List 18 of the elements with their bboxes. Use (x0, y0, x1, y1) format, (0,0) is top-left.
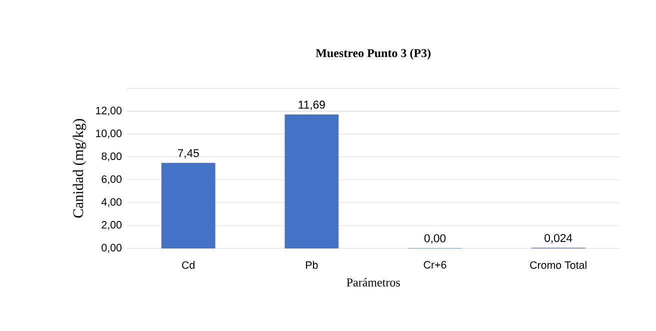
y-tick-label: 12,00 (96, 106, 122, 116)
y-axis-title: Canidad (mg/kg) (72, 119, 86, 218)
data-label: 7,45 (178, 149, 199, 158)
x-tick-label: Cr+6 (424, 261, 446, 269)
y-tick-label: 8,00 (102, 152, 122, 162)
x-axis-title: Parámetros (346, 278, 400, 286)
data-label: 0,00 (424, 234, 446, 244)
y-tick-label: 0,00 (102, 244, 122, 253)
y-tick-label: 4,00 (101, 198, 122, 208)
x-tick-label: Cd (182, 261, 194, 269)
data-label: 0,024 (544, 234, 572, 244)
chart-title: Muestreo Punto 3 (P3) (316, 48, 431, 60)
y-tick-label: 2,00 (102, 221, 122, 230)
x-tick-label: Cromo Total (530, 261, 586, 269)
y-tick-label: 10,00 (96, 130, 122, 138)
y-tick-label: 6,00 (102, 175, 122, 184)
x-tick-label: Pb (306, 261, 318, 269)
data-label: 11,69 (298, 100, 325, 110)
